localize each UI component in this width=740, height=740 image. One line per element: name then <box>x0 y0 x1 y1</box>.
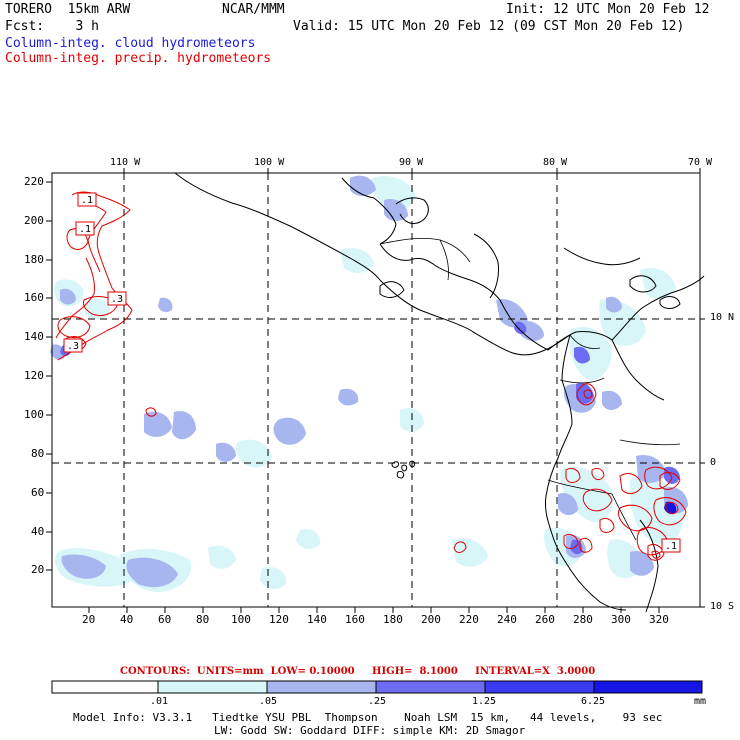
valid-time: Valid: 15 UTC Mon 20 Feb 12 (09 CST Mon … <box>293 19 685 34</box>
cloud-field-medium <box>50 175 688 588</box>
contour-label: .3 <box>67 341 79 352</box>
x-tick: 60 <box>158 613 172 626</box>
x-tick: 80 <box>196 613 210 626</box>
lon-label-80w: 80 W <box>543 157 568 168</box>
x-tick: 100 <box>231 613 251 626</box>
y-tick: 140 <box>24 330 44 343</box>
contour-info: CONTOURS: UNITS=mm LOW= 0.10000 HIGH= 8.… <box>120 666 596 677</box>
y-tick: 60 <box>31 486 45 499</box>
colorbar-label: 1.25 <box>472 696 497 707</box>
x-tick: 260 <box>535 613 555 626</box>
init-time: Init: 12 UTC Mon 20 Feb 12 <box>506 2 710 17</box>
model-info-line2: LW: Godd SW: Goddard DIFF: simple KM: 2D… <box>214 724 526 737</box>
y-tick: 40 <box>31 525 45 538</box>
colorbar-units: mm <box>694 696 707 707</box>
x-tick: 40 <box>120 613 134 626</box>
precip-contours <box>55 191 687 561</box>
y-tick: 200 <box>24 214 44 227</box>
colorbar-label: .05 <box>259 696 278 707</box>
x-tick: 200 <box>421 613 441 626</box>
x-tick: 220 <box>459 613 479 626</box>
x-tick: 180 <box>383 613 403 626</box>
forecast-hour: Fcst: 3 h <box>5 19 99 34</box>
contour-label: .1 <box>79 224 91 235</box>
y-tick: 20 <box>31 563 45 576</box>
coastlines <box>174 172 705 613</box>
colorbar-label: 6.25 <box>581 696 606 707</box>
y-tick: 100 <box>24 408 44 421</box>
plot-frame <box>51 172 701 608</box>
lat-label-10n: 10 N <box>710 312 735 323</box>
model-title: TORERO 15km ARW <box>5 2 131 17</box>
field-precip-label: Column-integ. precip. hydrometeors <box>5 51 272 66</box>
contour-label: .1 <box>665 541 677 552</box>
borders <box>379 237 681 541</box>
y-tick: 80 <box>31 447 45 460</box>
cloud-field-dark <box>60 321 680 555</box>
x-tick: 120 <box>269 613 289 626</box>
contour-label: .1 <box>81 195 93 206</box>
x-tick: 280 <box>573 613 593 626</box>
graticule <box>52 173 700 607</box>
colorbar-bin <box>157 680 268 694</box>
lon-label-100w: 100 W <box>254 157 285 168</box>
y-tick: 160 <box>24 291 44 304</box>
model-info-line1: Model Info: V3.3.1 Tiedtke YSU PBL Thomp… <box>73 711 663 724</box>
colorbar-bin <box>484 680 595 694</box>
lon-label-110w: 110 W <box>110 157 141 168</box>
colorbar-bin <box>51 680 159 694</box>
y-tick: 220 <box>24 175 44 188</box>
colorbar-bin <box>593 680 703 694</box>
lon-label-90w: 90 W <box>399 157 424 168</box>
x-tick: 140 <box>307 613 327 626</box>
x-tick: 320 <box>649 613 669 626</box>
field-cloud-label: Column-integ. cloud hydrometeors <box>5 36 256 51</box>
lon-label-70w: 70 W <box>688 157 713 168</box>
contour-label-boxes <box>63 192 681 553</box>
x-tick: 160 <box>345 613 365 626</box>
colorbar-bin <box>375 680 486 694</box>
lat-label-10s: 10 S <box>710 601 735 612</box>
colorbar <box>51 680 703 694</box>
contour-label: .3 <box>111 294 123 305</box>
org-title: NCAR/MMM <box>222 2 285 17</box>
colorbar-label: .01 <box>150 696 169 707</box>
axis-ticks <box>46 168 705 613</box>
y-tick: 180 <box>24 253 44 266</box>
x-tick: 240 <box>497 613 517 626</box>
colorbar-label: .25 <box>368 696 387 707</box>
x-tick: 300 <box>611 613 631 626</box>
y-tick: 120 <box>24 369 44 382</box>
colorbar-bin <box>266 680 377 694</box>
x-tick: 20 <box>82 613 96 626</box>
lat-label-0: 0 <box>710 457 717 468</box>
